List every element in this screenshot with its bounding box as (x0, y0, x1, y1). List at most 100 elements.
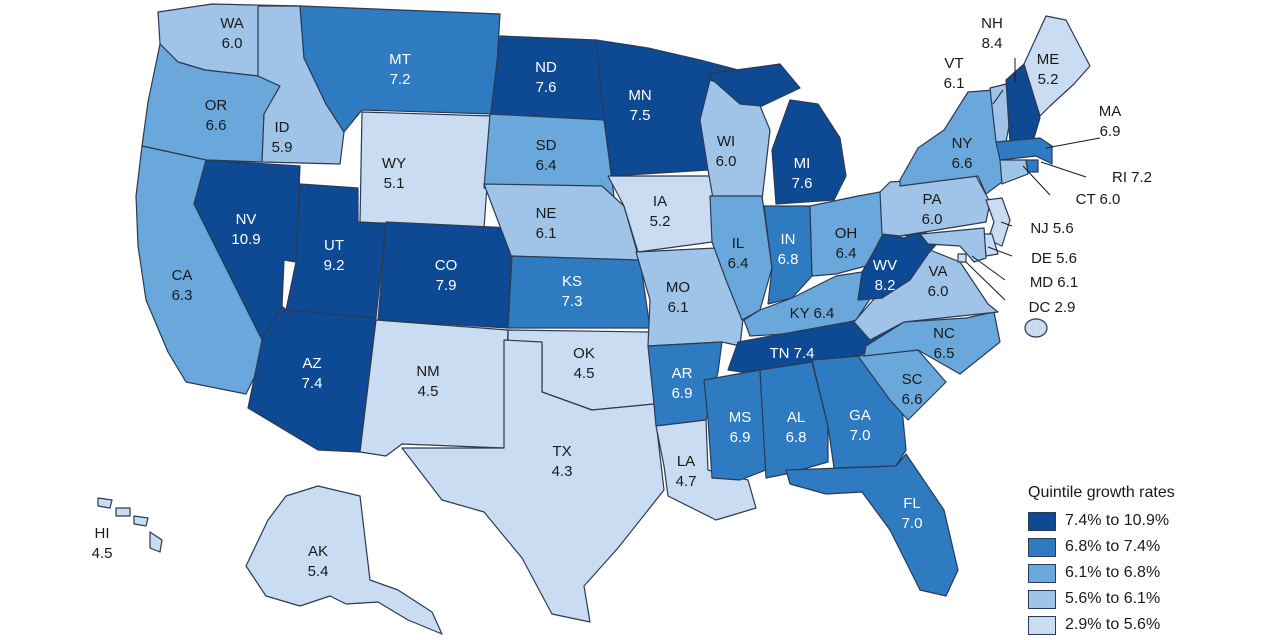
state-label-ky: KY 6.4 (790, 305, 835, 322)
state-abbr-mi: MI (794, 155, 811, 172)
state-value-ms: 6.9 (730, 429, 751, 446)
state-value-ar: 6.9 (672, 385, 693, 402)
state-value-ma: 6.9 (1100, 123, 1121, 140)
state-value-co: 7.9 (436, 277, 457, 294)
state-value-mt: 7.2 (390, 71, 411, 88)
state-nc (863, 311, 1001, 375)
state-co (377, 221, 513, 329)
state-label-dc: DC 2.9 (1029, 299, 1076, 316)
state-abbr-az: AZ (302, 355, 321, 372)
legend-swatch (1028, 589, 1056, 609)
state-abbr-wy: WY (382, 155, 406, 172)
state-abbr-ak: AK (308, 543, 328, 560)
legend-swatch (1028, 537, 1056, 557)
state-value-ia: 5.2 (650, 213, 671, 230)
state-value-ak: 5.4 (308, 563, 329, 580)
state-abbr-or: OR (205, 97, 228, 114)
state-abbr-pa: PA (923, 191, 942, 208)
legend-item: 7.4% to 10.9% (1028, 508, 1268, 534)
state-mt (299, 5, 501, 133)
dc-marker (1024, 318, 1048, 338)
state-shapes (97, 3, 1091, 635)
state-fl (785, 453, 959, 597)
state-value-mi: 7.6 (792, 175, 813, 192)
state-abbr-ks: KS (562, 273, 582, 290)
state-abbr-me: ME (1037, 51, 1060, 68)
state-value-tx: 4.3 (552, 463, 573, 480)
state-value-ca: 6.3 (172, 287, 193, 304)
state-abbr-fl: FL (903, 495, 921, 512)
legend-title: Quintile growth rates (1028, 484, 1175, 501)
state-value-sc: 6.6 (902, 391, 923, 408)
state-value-wi: 6.0 (716, 153, 737, 170)
state-value-ok: 4.5 (574, 365, 595, 382)
state-abbr-ar: AR (672, 365, 693, 382)
state-label-de: DE 5.6 (1031, 250, 1077, 267)
legend-item: 6.8% to 7.4% (1028, 534, 1268, 560)
state-value-oh: 6.4 (836, 245, 857, 262)
state-value-ny: 6.6 (952, 155, 973, 172)
state-value-mn: 7.5 (630, 107, 651, 124)
state-abbr-nv: NV (236, 211, 257, 228)
state-value-la: 4.7 (676, 473, 697, 490)
state-label-ri: RI 7.2 (1112, 169, 1152, 186)
state-value-nh: 8.4 (982, 35, 1003, 52)
state-value-wv: 8.2 (875, 277, 896, 294)
state-label-nj: NJ 5.6 (1030, 220, 1073, 237)
state-value-hi: 4.5 (92, 545, 113, 562)
state-abbr-hi: HI (95, 525, 110, 542)
state-abbr-sc: SC (902, 371, 923, 388)
state-dc (957, 253, 967, 263)
state-abbr-il: IL (732, 235, 745, 252)
state-hi (97, 497, 163, 553)
state-abbr-sd: SD (536, 137, 557, 154)
state-tx (401, 339, 665, 623)
state-abbr-wa: WA (220, 15, 244, 32)
legend-item: 2.9% to 5.6% (1028, 612, 1268, 638)
legend-label: 5.6% to 6.1% (1065, 590, 1161, 607)
legend-swatch (1028, 563, 1056, 583)
state-value-al: 6.8 (786, 429, 807, 446)
state-abbr-in: IN (781, 231, 796, 248)
state-abbr-nd: ND (535, 59, 557, 76)
legend-swatch (1028, 615, 1056, 635)
legend-label: 6.8% to 7.4% (1065, 538, 1161, 555)
state-wy (359, 111, 493, 229)
state-abbr-nc: NC (933, 325, 955, 342)
state-value-nd: 7.6 (536, 79, 557, 96)
state-value-fl: 7.0 (902, 515, 923, 532)
state-abbr-ga: GA (849, 407, 871, 424)
state-abbr-ut: UT (324, 237, 344, 254)
state-value-pa: 6.0 (922, 211, 943, 228)
state-mi (705, 63, 847, 205)
state-value-ga: 7.0 (850, 427, 871, 444)
state-abbr-la: LA (677, 453, 695, 470)
state-abbr-va: VA (929, 263, 948, 280)
state-abbr-oh: OH (835, 225, 858, 242)
state-value-nm: 4.5 (418, 383, 439, 400)
state-abbr-vt: VT (944, 55, 963, 72)
state-value-va: 6.0 (928, 283, 949, 300)
state-value-mo: 6.1 (668, 299, 689, 316)
state-abbr-ca: CA (172, 267, 193, 284)
state-value-or: 6.6 (206, 117, 227, 134)
state-abbr-nm: NM (416, 363, 439, 380)
state-abbr-mt: MT (389, 51, 411, 68)
state-abbr-co: CO (435, 257, 458, 274)
legend-label: 2.9% to 5.6% (1065, 616, 1161, 633)
state-abbr-ma: MA (1099, 103, 1122, 120)
state-value-ut: 9.2 (324, 257, 345, 274)
legend-item: 6.1% to 6.8% (1028, 560, 1268, 586)
state-abbr-ny: NY (952, 135, 973, 152)
legend-label: 7.4% to 10.9% (1065, 512, 1170, 529)
state-abbr-id: ID (275, 119, 290, 136)
legend-label: 6.1% to 6.8% (1065, 564, 1161, 581)
state-abbr-tx: TX (552, 443, 571, 460)
state-value-nc: 6.5 (934, 345, 955, 362)
state-abbr-nh: NH (981, 15, 1003, 32)
state-value-in: 6.8 (778, 251, 799, 268)
state-nv (193, 159, 301, 341)
state-value-sd: 6.4 (536, 157, 557, 174)
legend: Quintile growth rates 7.4% to 10.9% 6.8% … (1028, 484, 1268, 638)
